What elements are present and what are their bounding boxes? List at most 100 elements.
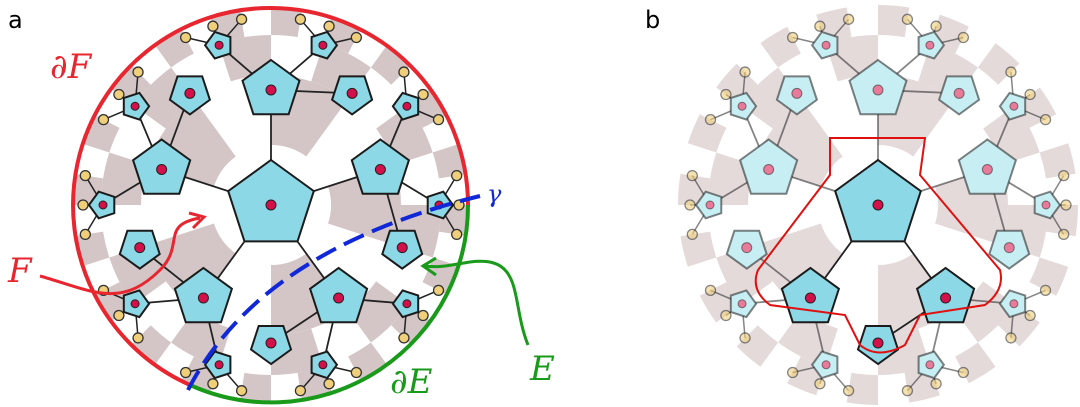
node-dot xyxy=(805,293,815,303)
leaf xyxy=(1061,200,1071,210)
leaf xyxy=(324,379,334,389)
node-dot xyxy=(1010,102,1018,110)
leaf xyxy=(181,368,191,378)
node-dot xyxy=(397,243,407,253)
leaf xyxy=(114,311,124,321)
leaf xyxy=(133,67,143,77)
leaf xyxy=(351,32,361,42)
node-dot xyxy=(873,200,883,210)
node-dot xyxy=(873,85,883,95)
leaf xyxy=(931,21,941,31)
panel-b xyxy=(678,5,1078,405)
leaf xyxy=(418,89,428,99)
leaf xyxy=(721,311,731,321)
node-dot xyxy=(403,102,411,110)
node-dot xyxy=(131,300,139,308)
leaf xyxy=(237,386,247,396)
leaf xyxy=(1059,171,1069,181)
leaf xyxy=(295,14,305,24)
background-tile xyxy=(737,325,778,367)
node-dot xyxy=(135,243,145,253)
leaf xyxy=(399,333,409,343)
leaf xyxy=(844,14,854,24)
leaf xyxy=(705,285,715,295)
leaf xyxy=(208,379,218,389)
background-tile xyxy=(680,232,716,267)
leaf xyxy=(687,229,697,239)
background-tile xyxy=(1040,143,1076,178)
node-dot xyxy=(926,41,934,49)
background-tile xyxy=(978,43,1019,85)
node-dot xyxy=(941,293,951,303)
node-dot xyxy=(873,338,883,348)
node-dot xyxy=(792,88,802,98)
leaf xyxy=(1059,229,1069,239)
leaf xyxy=(1006,333,1016,343)
node-dot xyxy=(764,164,774,174)
node-dot xyxy=(157,164,167,174)
leaf xyxy=(452,229,462,239)
node-dot xyxy=(375,164,385,174)
leaf xyxy=(685,200,695,210)
node-dot xyxy=(185,88,195,98)
leaf xyxy=(740,333,750,343)
leaf xyxy=(418,311,428,321)
node-dot xyxy=(1010,300,1018,308)
node-dot xyxy=(403,300,411,308)
node-dot xyxy=(266,338,276,348)
node-dot xyxy=(926,361,934,369)
node-dot xyxy=(99,201,107,209)
leaf xyxy=(324,21,334,31)
leaf xyxy=(208,21,218,31)
leaf xyxy=(902,14,912,24)
leaf xyxy=(705,115,715,125)
leaf xyxy=(958,368,968,378)
leaf xyxy=(687,171,697,181)
leaf xyxy=(1025,311,1035,321)
boundary-f-label: ∂F xyxy=(50,47,93,87)
node-dot xyxy=(215,41,223,49)
leaf xyxy=(1041,285,1051,295)
leaf xyxy=(114,89,124,99)
leaf xyxy=(788,32,798,42)
geodesic-label: γ xyxy=(487,180,502,208)
leaf xyxy=(958,32,968,42)
leaf xyxy=(815,379,825,389)
leaf xyxy=(902,386,912,396)
leaf xyxy=(434,285,444,295)
panel-label: a xyxy=(8,6,23,34)
leaf xyxy=(351,368,361,378)
leaf xyxy=(181,32,191,42)
node-dot xyxy=(266,85,276,95)
leaf xyxy=(78,200,88,210)
node-dot xyxy=(982,164,992,174)
node-dot xyxy=(131,102,139,110)
node-dot xyxy=(742,243,752,253)
boundary-e-label: ∂E xyxy=(390,362,433,402)
leaf xyxy=(133,333,143,343)
node-dot xyxy=(822,361,830,369)
node-dot xyxy=(319,361,327,369)
leaf xyxy=(815,21,825,31)
leaf xyxy=(295,386,305,396)
leaf xyxy=(1025,89,1035,99)
node-dot xyxy=(347,88,357,98)
node-dot xyxy=(954,88,964,98)
leaf xyxy=(844,386,854,396)
panel-label: b xyxy=(645,6,660,34)
node-dot xyxy=(266,200,276,210)
region-e-label: E xyxy=(529,349,555,389)
leaf xyxy=(80,229,90,239)
leaf xyxy=(434,115,444,125)
node-dot xyxy=(334,293,344,303)
leaf xyxy=(1006,67,1016,77)
leaf xyxy=(1041,115,1051,125)
node-dot xyxy=(738,102,746,110)
leaf xyxy=(931,379,941,389)
leaf xyxy=(237,14,247,24)
figure: a b ∂F F γ E ∂E xyxy=(0,0,1080,407)
leaf xyxy=(80,171,90,181)
node-dot xyxy=(215,361,223,369)
leaf xyxy=(399,67,409,77)
node-dot xyxy=(1042,201,1050,209)
